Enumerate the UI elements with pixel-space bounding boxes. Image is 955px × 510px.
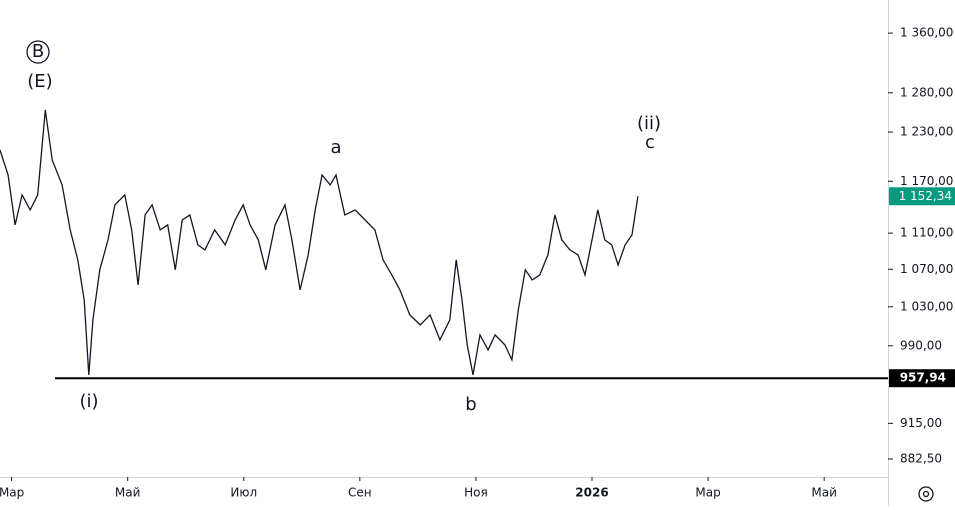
x-tick-label: Мар [695,486,720,500]
y-tick-label: 1 030,00 [900,299,953,313]
wave-label: (E) [27,71,52,92]
x-tick-label: Ноя [464,486,488,500]
price-line [0,109,639,376]
last-price-label: 1 152,34 [899,189,952,203]
last-price-box [889,187,955,206]
level-label: 957,94 [900,371,946,385]
y-tick-label: 1 280,00 [900,85,953,99]
wave-label: a [330,137,341,158]
y-tick-label: 1 110,00 [900,226,953,240]
x-tick-label: Сен [348,486,372,500]
y-tick-label: 882,50 [900,451,942,465]
level-label-box [889,369,955,388]
x-tick-label: 2026 [575,486,608,500]
x-tick-label: Май [115,486,141,500]
y-tick-label: 1 070,00 [900,262,953,276]
y-tick-label: 1 230,00 [900,125,953,139]
wave-circle [26,40,50,64]
settings-icon[interactable] [918,486,934,502]
wave-label: B [32,41,44,62]
y-tick-label: 1 170,00 [900,174,953,188]
x-tick-label: Мар [0,486,24,500]
wave-label: c [645,132,655,153]
y-tick-label: 1 360,00 [900,26,953,40]
x-tick-label: Май [811,486,837,500]
wave-label: b [465,394,476,415]
y-tick-label: 990,00 [900,338,942,352]
wave-label: (i) [79,391,98,412]
wave-label: (ii) [637,113,661,134]
y-tick-label: 915,00 [900,416,942,430]
x-tick-label: Июл [230,486,257,500]
